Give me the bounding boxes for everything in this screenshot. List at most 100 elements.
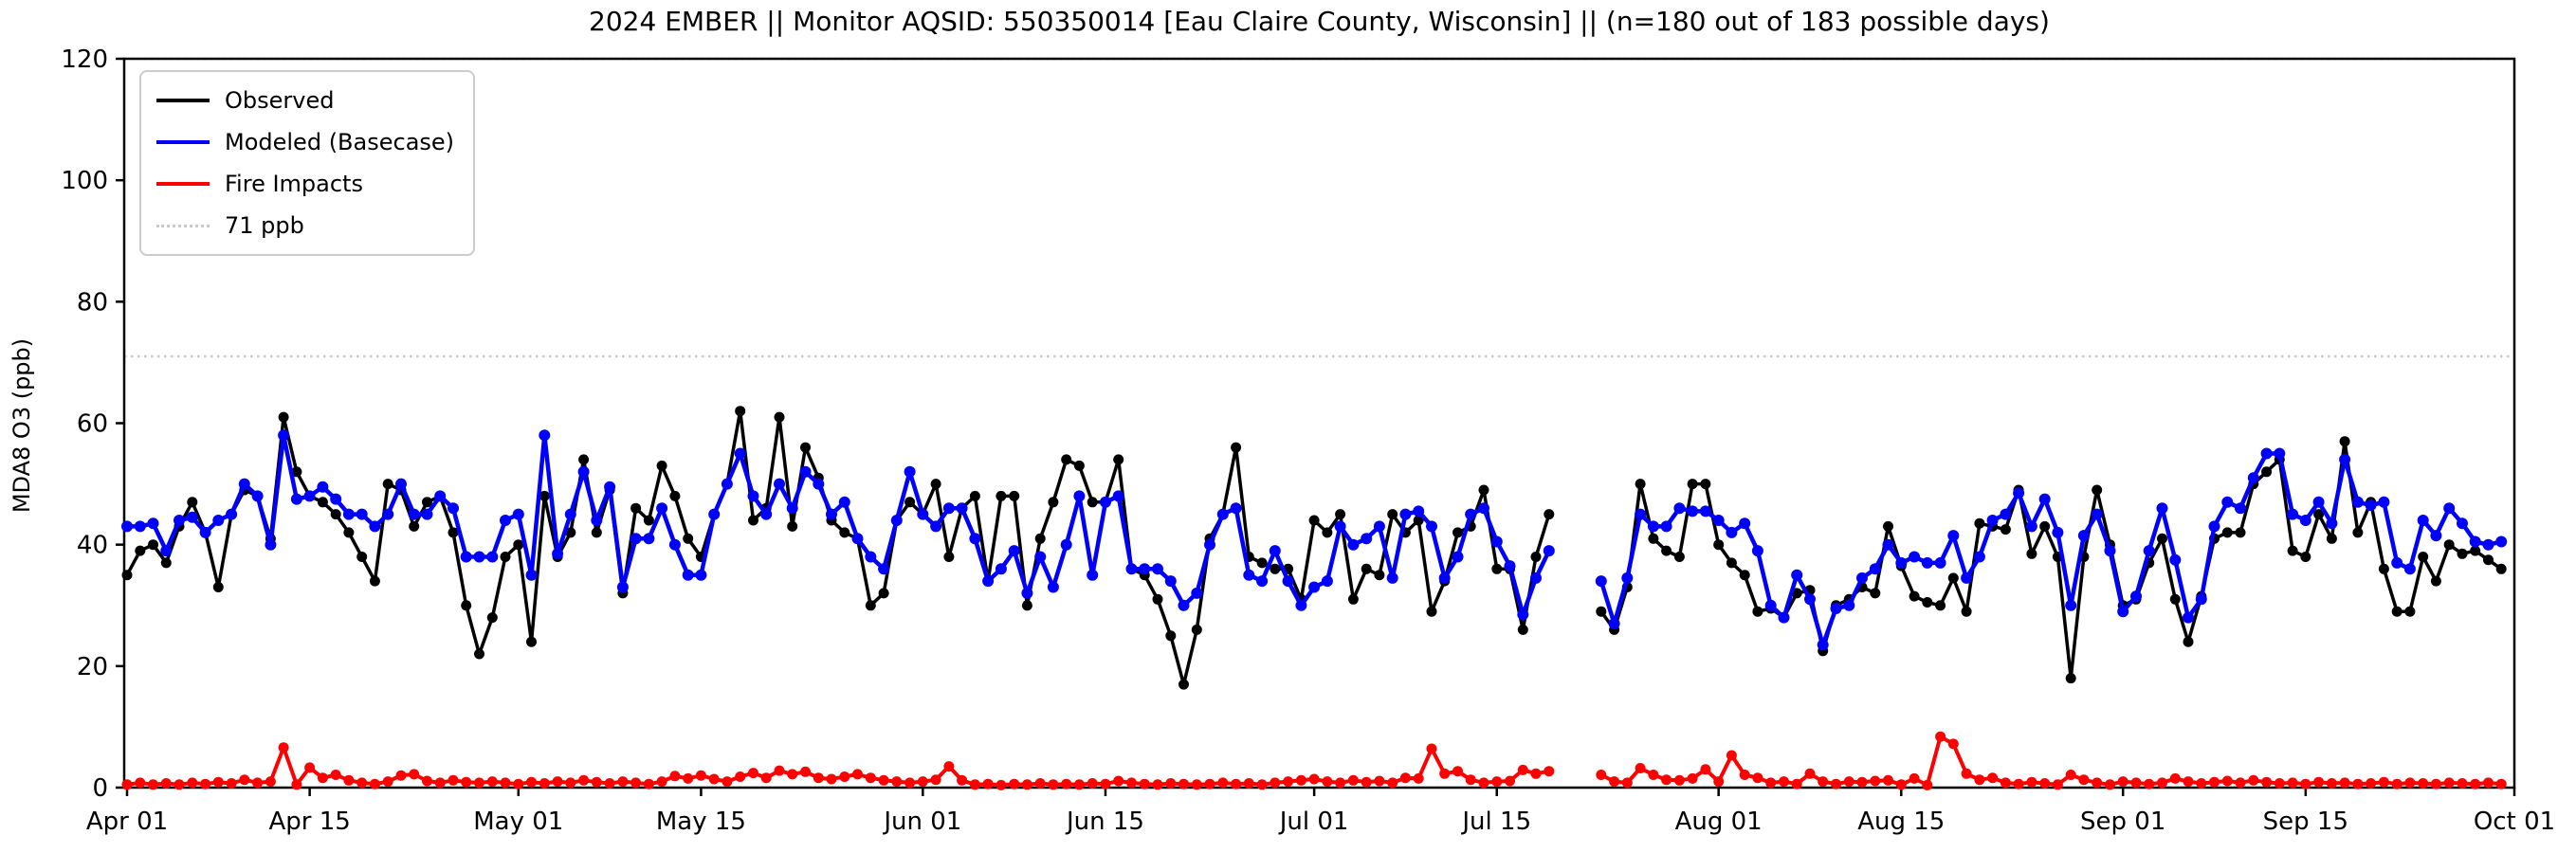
- observed-marker: [1739, 570, 1750, 581]
- observed-marker: [2483, 554, 2494, 566]
- modeled-basecase--marker: [460, 551, 472, 563]
- observed-marker: [878, 588, 889, 599]
- modeled-basecase--marker: [1178, 599, 1190, 611]
- modeled-basecase--marker: [956, 502, 968, 515]
- observed-marker: [2235, 527, 2246, 538]
- modeled-basecase--marker: [552, 548, 564, 560]
- fire-impacts-marker: [291, 779, 302, 790]
- observed-line-sample: [156, 99, 210, 102]
- y-tick-label: 60: [77, 410, 108, 439]
- modeled-basecase--marker: [1060, 538, 1072, 551]
- fire-impacts-marker: [996, 779, 1007, 790]
- observed-marker: [800, 442, 811, 453]
- fire-impacts-marker: [1687, 772, 1698, 784]
- fire-impacts-marker: [930, 774, 941, 786]
- observed-marker: [2183, 636, 2194, 647]
- fire-impacts-marker: [1021, 779, 1032, 790]
- observed-marker: [409, 520, 420, 532]
- modeled-basecase--marker: [1008, 545, 1020, 557]
- fire-impacts-marker: [1073, 779, 1085, 790]
- fire-impacts-marker: [917, 776, 928, 788]
- modeled-basecase--marker: [1869, 563, 1881, 575]
- modeled-basecase--marker: [134, 520, 146, 533]
- observed-marker: [212, 582, 224, 592]
- x-tick-label: Sep 15: [2263, 808, 2348, 836]
- modeled-basecase--marker: [1961, 572, 1973, 584]
- fire-impacts-marker: [2457, 778, 2468, 789]
- fire-impacts-marker: [722, 776, 733, 788]
- modeled-basecase--marker: [2378, 496, 2390, 508]
- fire-impacts-marker: [1947, 738, 1959, 750]
- fire-impacts-marker: [395, 770, 407, 781]
- modeled-basecase--marker: [630, 533, 642, 545]
- fire-impacts-marker: [265, 776, 276, 788]
- observed-marker: [1530, 552, 1542, 562]
- fire-impacts-marker: [513, 778, 524, 789]
- modeled-basecase--marker: [1373, 520, 1385, 533]
- modeled-basecase--marker: [2260, 447, 2273, 460]
- y-tick-label: 20: [77, 653, 108, 681]
- fire-impacts-marker: [1426, 743, 1437, 754]
- observed-marker: [1308, 515, 1320, 526]
- modeled-basecase--marker: [473, 551, 485, 563]
- modeled-basecase--marker: [1230, 502, 1242, 515]
- observed-marker: [1452, 527, 1463, 538]
- observed-marker: [1335, 509, 1346, 520]
- modeled-line-sample: [156, 140, 210, 144]
- modeled-basecase--marker: [525, 569, 538, 581]
- fire-impacts-marker: [2470, 778, 2481, 789]
- fire-impacts-marker: [1387, 777, 1398, 789]
- modeled-basecase--marker: [969, 533, 981, 545]
- observed-marker: [1374, 570, 1385, 581]
- modeled-basecase--marker: [356, 508, 368, 520]
- fire-impacts-marker: [774, 765, 785, 776]
- modeled-basecase--marker: [1256, 575, 1269, 588]
- modeled-basecase--marker: [1778, 611, 1790, 624]
- modeled-basecase--marker: [226, 508, 238, 520]
- fire-impacts-marker: [2117, 776, 2128, 788]
- modeled-basecase--marker: [1504, 560, 1516, 572]
- observed-marker: [148, 539, 158, 551]
- fire-impacts-marker: [656, 776, 667, 788]
- modeled-basecase--marker: [2312, 496, 2325, 508]
- observed-marker: [2470, 545, 2481, 556]
- modeled-basecase--marker: [1452, 551, 1464, 563]
- modeled-basecase--marker: [564, 508, 576, 520]
- modeled-basecase--marker: [512, 508, 524, 520]
- fire-impacts-marker: [2404, 777, 2416, 789]
- modeled-basecase--marker: [2326, 517, 2338, 530]
- modeled-basecase--marker: [2025, 520, 2037, 533]
- modeled-basecase--marker: [1530, 572, 1542, 584]
- fire-impacts-marker: [486, 776, 498, 788]
- fire-impacts-marker: [578, 774, 590, 786]
- modeled-basecase--marker: [2052, 526, 2064, 538]
- modeled-basecase--marker: [851, 533, 864, 545]
- fire-impacts-marker: [2378, 776, 2389, 788]
- fire-impacts-marker: [2352, 778, 2364, 789]
- modeled-basecase--marker: [1125, 563, 1138, 575]
- fire-impacts-marker: [1113, 775, 1124, 787]
- fire-impacts-marker: [617, 776, 629, 788]
- modeled-basecase--marker: [238, 478, 250, 490]
- fire-impacts-marker: [787, 769, 798, 780]
- fire-impacts-marker: [1270, 777, 1281, 789]
- observed-marker: [774, 411, 785, 423]
- fire-impacts-marker: [160, 778, 172, 789]
- observed-marker: [2495, 563, 2507, 574]
- modeled-basecase--marker: [2221, 496, 2234, 508]
- observed-marker: [565, 527, 576, 538]
- modeled-basecase--marker: [942, 502, 955, 515]
- fire-impacts-marker: [278, 742, 289, 753]
- y-tick-label: 120: [61, 45, 108, 74]
- modeled-basecase--marker: [1543, 545, 1555, 557]
- fire-impacts-marker: [969, 779, 980, 790]
- fire-impacts-marker: [2418, 778, 2429, 789]
- observed-marker: [1661, 545, 1672, 556]
- fire-impacts-marker: [1870, 775, 1881, 787]
- modeled-basecase--marker: [2038, 493, 2051, 505]
- x-tick-label: Oct 01: [2474, 808, 2555, 836]
- fire-impacts-marker: [1596, 770, 1607, 780]
- observed-marker: [1061, 454, 1072, 465]
- modeled-basecase--marker: [1334, 520, 1346, 533]
- fire-impacts-marker: [434, 777, 446, 789]
